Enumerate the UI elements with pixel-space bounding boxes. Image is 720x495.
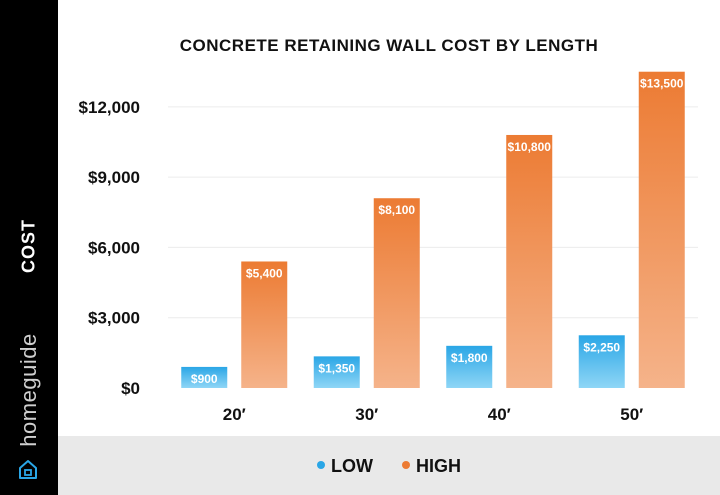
- left-sidebar: COST homeguide: [0, 0, 58, 495]
- house-icon: [19, 460, 37, 479]
- legend: LOW HIGH: [58, 456, 720, 477]
- x-tick-label: 40′: [488, 405, 511, 424]
- bar-chart: $0 $3,000 $6,000 $9,000 $12,000 $900 $5,400 20′…: [79, 71, 698, 424]
- data-label: $8,100: [378, 203, 415, 217]
- brand-logo-text: homeguide: [16, 333, 41, 447]
- y-tick-label: $12,000: [79, 98, 140, 117]
- bar-low: [181, 366, 228, 388]
- data-label: $13,500: [640, 77, 684, 91]
- y-axis-label: COST: [18, 218, 39, 274]
- bar-low: [578, 335, 625, 388]
- chart-title: CONCRETE RETAINING WALL COST BY LENGTH: [179, 36, 599, 55]
- x-tick-label: 20′: [223, 405, 246, 424]
- data-label: $10,800: [508, 140, 552, 154]
- y-tick-label: $3,000: [88, 309, 140, 328]
- x-tick-label: 50′: [620, 405, 643, 424]
- legend-item-high: HIGH: [402, 456, 461, 477]
- x-tick-label: 30′: [355, 405, 378, 424]
- y-tick-label: $0: [121, 379, 140, 398]
- bar-high: [506, 134, 553, 388]
- legend-swatch-high: [402, 461, 410, 470]
- data-label: $1,350: [318, 361, 355, 375]
- bar-high: [241, 261, 288, 388]
- bar-low: [313, 356, 360, 388]
- data-label: $900: [191, 372, 218, 386]
- bar-high: [638, 71, 685, 388]
- data-label: $5,400: [246, 266, 283, 280]
- bar-low: [446, 345, 493, 388]
- y-tick-label: $6,000: [88, 238, 140, 257]
- y-tick-label: $9,000: [88, 168, 140, 187]
- legend-label-high: HIGH: [416, 456, 461, 476]
- legend-item-low: LOW: [316, 456, 373, 477]
- legend-bar: LOW HIGH: [58, 436, 720, 495]
- bar-high: [373, 198, 420, 388]
- data-label: $1,800: [451, 351, 488, 365]
- data-label: $2,250: [583, 340, 620, 354]
- legend-label-low: LOW: [330, 456, 373, 476]
- legend-swatch-low: [316, 461, 325, 470]
